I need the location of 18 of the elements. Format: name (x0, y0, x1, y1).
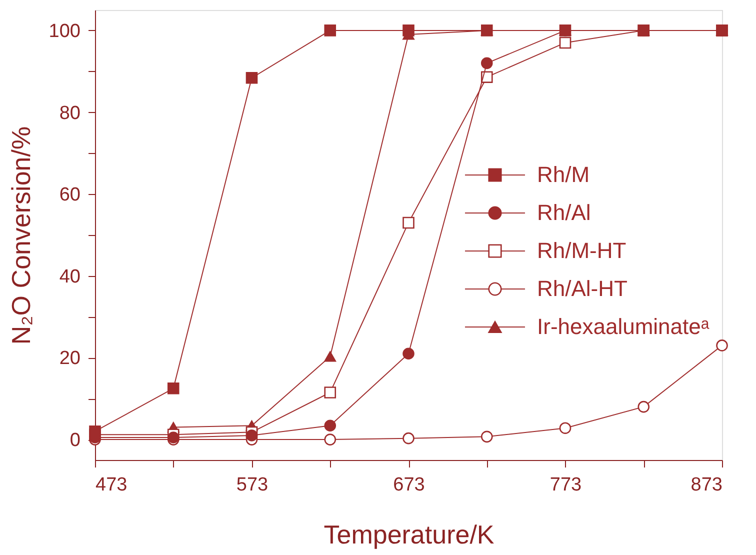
x-tick-label: 573 (236, 474, 268, 496)
y-tick-label: 40 (59, 266, 80, 288)
x-tick-label: 473 (96, 474, 128, 496)
legend-label: Rh/M-HT (537, 238, 626, 263)
y-tick-label: 20 (59, 348, 80, 370)
legend-label: Rh/M (537, 162, 590, 187)
legend-label: Rh/Al-HT (537, 276, 628, 301)
y-tick-label: 100 (48, 20, 80, 42)
x-tick-label: 773 (550, 474, 582, 496)
x-tick-label: 673 (393, 474, 425, 496)
legend-label: Rh/Al (537, 200, 591, 225)
y-tick-label: 80 (59, 102, 80, 124)
y-tick-label: 0 (70, 430, 80, 452)
y-tick-label: 60 (59, 184, 80, 206)
y-axis-title: N₂O Conversion/% (6, 126, 36, 345)
x-axis-title: Temperature/K (324, 520, 495, 550)
legend-label: Ir-hexaaluminateᵃ (537, 314, 710, 339)
x-tick-label: 873 (690, 474, 722, 496)
